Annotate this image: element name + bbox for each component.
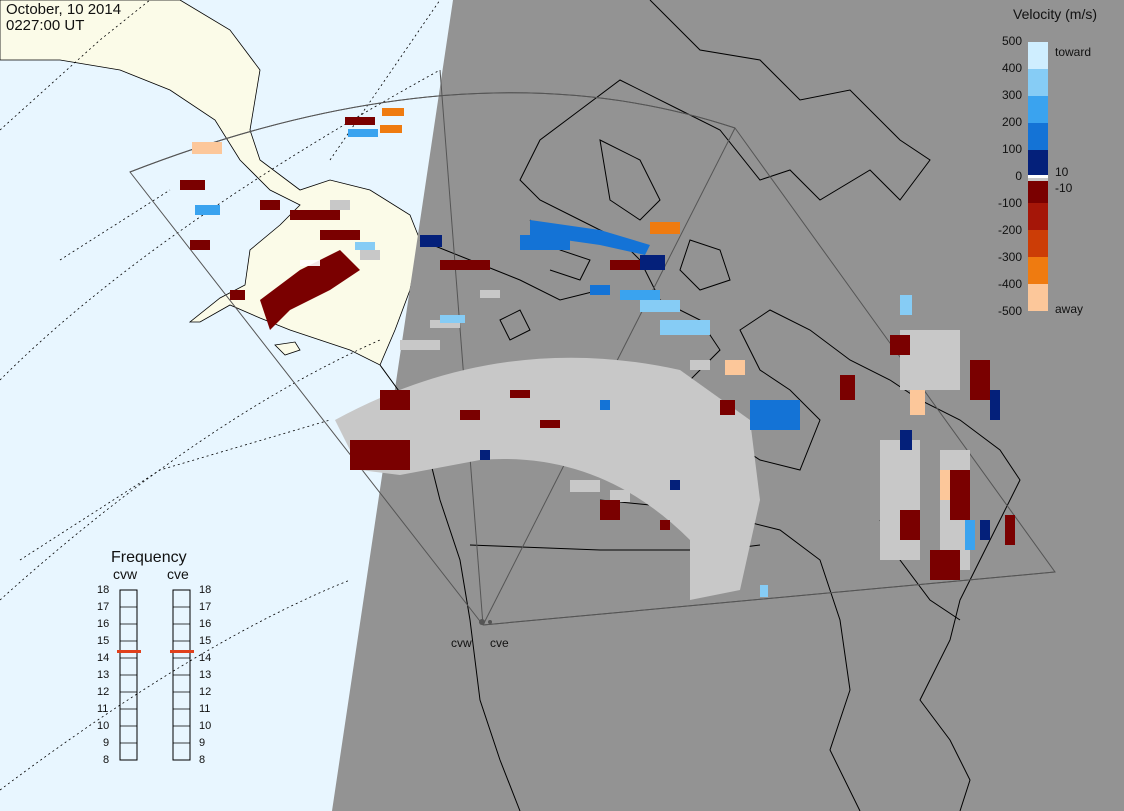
frequency-scale-label: 8 xyxy=(103,754,110,766)
colorbar-tick-label: 200 xyxy=(1001,115,1022,129)
frequency-scale-label: 14 xyxy=(97,652,110,664)
colorbar-title: Velocity (m/s) xyxy=(1013,6,1098,22)
colorbar-swatch xyxy=(1028,230,1048,257)
colorbar-tick-label: -400 xyxy=(997,277,1022,291)
colorbar-swatch xyxy=(1028,203,1048,230)
date-title: October, 10 2014 xyxy=(6,1,122,18)
colorbar-away-label: away xyxy=(1055,302,1084,316)
frequency-boxes xyxy=(119,589,191,761)
frequency-scale-label: 18 xyxy=(199,584,212,596)
time-title: 0227:00 UT xyxy=(6,17,85,34)
frequency-scale-label: 12 xyxy=(199,686,212,698)
cvw-frequency-label: cvw xyxy=(113,566,138,582)
frequency-scale-label: 15 xyxy=(199,635,212,647)
colorbar-tick-label: -300 xyxy=(997,250,1022,264)
aleutian-islands xyxy=(274,341,301,356)
frequency-scale-label: 15 xyxy=(97,635,110,647)
colorbar-near-zero-label: 10 xyxy=(1055,165,1069,179)
coastlines xyxy=(379,0,1021,811)
frequency-scale-label: 13 xyxy=(97,669,110,681)
colorbar-swatch xyxy=(1028,181,1048,203)
frequency-scale-label: 9 xyxy=(199,737,206,749)
frequency-scale-label: 9 xyxy=(103,737,110,749)
colorbar-swatch xyxy=(1028,150,1048,175)
radar-site-marker xyxy=(488,620,492,624)
colorbar-tick-label: 500 xyxy=(1001,34,1022,48)
colorbar-tick-label: 0 xyxy=(1015,169,1022,183)
frequency-scale-label: 10 xyxy=(97,720,110,732)
colorbar-swatch xyxy=(1028,284,1048,311)
colorbar-swatch xyxy=(1028,175,1048,178)
colorbar-swatch xyxy=(1028,178,1048,181)
frequency-title: Frequency xyxy=(111,549,187,566)
frequency-scale-label: 11 xyxy=(199,703,211,715)
frequency-scale-label: 14 xyxy=(199,652,212,664)
frequency-scale-label: 13 xyxy=(199,669,212,681)
frequency-scale-label: 8 xyxy=(199,754,206,766)
graticule xyxy=(0,0,441,791)
colorbar-tick-label: 300 xyxy=(1001,88,1022,102)
frequency-scale-label: 16 xyxy=(199,618,212,630)
frequency-scale-label: 17 xyxy=(97,601,110,613)
frequency-scale-label: 17 xyxy=(199,601,212,613)
velocity-colorbar xyxy=(1028,42,1048,311)
radar-site-label-cve: cve xyxy=(490,636,509,650)
colorbar-tick-label: 100 xyxy=(1001,142,1022,156)
cve-frequency-label: cve xyxy=(167,566,189,582)
colorbar-toward-label: toward xyxy=(1055,45,1092,59)
frequency-scale-label: 11 xyxy=(97,703,109,715)
colorbar-tick-label: -200 xyxy=(997,223,1022,237)
colorbar-swatch xyxy=(1028,257,1048,284)
colorbar-swatch xyxy=(1028,96,1048,123)
frequency-scale-label: 10 xyxy=(199,720,212,732)
frequency-scale-label: 18 xyxy=(97,584,110,596)
frequency-scale-label: 16 xyxy=(97,618,110,630)
velocity-cells xyxy=(180,108,1015,597)
colorbar-swatch xyxy=(1028,123,1048,150)
radar-site-marker xyxy=(479,619,485,625)
frequency-scale-label: 12 xyxy=(97,686,110,698)
colorbar-swatch xyxy=(1028,42,1048,69)
radar-fov xyxy=(129,69,1056,626)
radar-site-label-cvw: cvw xyxy=(451,636,472,650)
colorbar-swatch xyxy=(1028,69,1048,96)
colorbar-tick-label: -500 xyxy=(997,304,1022,318)
colorbar-tick-label: -100 xyxy=(997,196,1022,210)
colorbar-tick-label: 400 xyxy=(1001,61,1022,75)
colorbar-near-zero-label: -10 xyxy=(1055,181,1073,195)
